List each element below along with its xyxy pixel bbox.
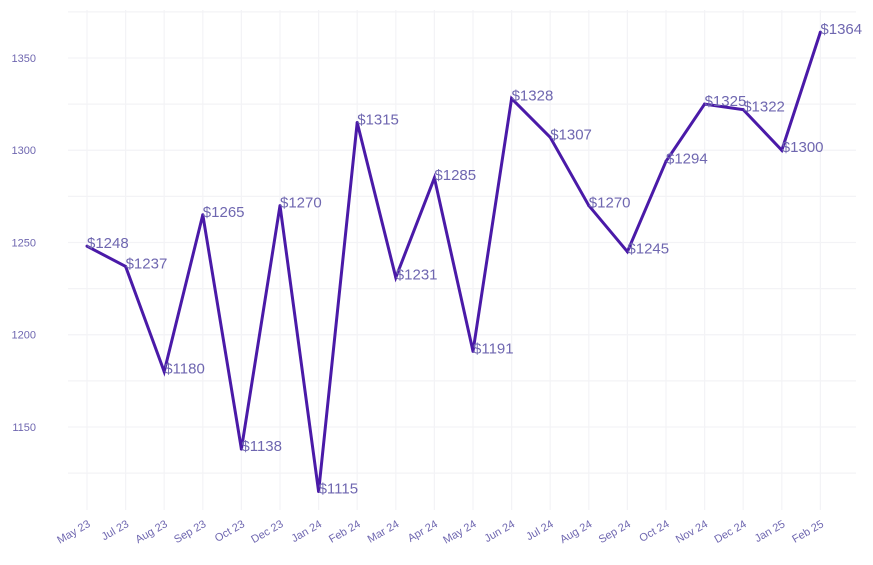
data-label: $1325 bbox=[705, 93, 747, 110]
x-tick-label: Aug 23 bbox=[133, 518, 169, 546]
data-point bbox=[201, 213, 205, 217]
x-tick-label: Oct 23 bbox=[213, 518, 247, 545]
data-point bbox=[818, 30, 822, 34]
data-point bbox=[85, 244, 89, 248]
data-point bbox=[625, 250, 629, 254]
y-tick-label: 1200 bbox=[12, 330, 36, 342]
x-tick-label: Dec 24 bbox=[713, 518, 749, 546]
y-tick-label: 1150 bbox=[12, 422, 36, 434]
data-point bbox=[278, 204, 282, 208]
x-tick-label: Jul 24 bbox=[524, 518, 555, 543]
data-label: $1138 bbox=[241, 438, 282, 455]
data-label: $1315 bbox=[357, 112, 399, 129]
x-tick-label: Dec 23 bbox=[249, 518, 285, 546]
data-label: $1364 bbox=[820, 21, 862, 38]
data-point bbox=[510, 97, 514, 101]
y-tick-label: 1300 bbox=[12, 145, 36, 157]
data-label: $1245 bbox=[627, 241, 669, 258]
series-line bbox=[86, 31, 822, 492]
data-labels: $1248 $1237 $1180 $1265 $1138 $1270 $1115 $1315… bbox=[87, 21, 862, 497]
data-point bbox=[703, 102, 707, 106]
x-tick-label: Apr 24 bbox=[406, 518, 440, 545]
data-label: $1270 bbox=[589, 195, 631, 212]
data-label: $1191 bbox=[473, 340, 514, 357]
x-tick-label: Jun 24 bbox=[482, 518, 517, 545]
data-label: $1300 bbox=[782, 139, 824, 156]
data-label: $1265 bbox=[203, 204, 245, 221]
data-label: $1294 bbox=[666, 150, 708, 167]
data-point bbox=[664, 159, 668, 163]
data-point bbox=[780, 148, 784, 152]
data-label: $1270 bbox=[280, 195, 322, 212]
data-label: $1307 bbox=[550, 126, 592, 143]
data-label: $1285 bbox=[434, 167, 476, 184]
x-tick-label: Feb 24 bbox=[327, 518, 363, 546]
x-tick-label: Aug 24 bbox=[558, 518, 594, 546]
data-label: $1322 bbox=[743, 99, 785, 116]
x-tick-label: Nov 24 bbox=[674, 518, 710, 546]
x-tick-label: May 24 bbox=[441, 518, 478, 546]
data-point bbox=[432, 176, 436, 180]
x-axis: May 23 Jul 23 Aug 23 Sep 23 Oct 23 Dec 23 Jan … bbox=[55, 518, 826, 546]
data-point bbox=[124, 264, 128, 268]
data-point bbox=[548, 135, 552, 139]
y-tick-label: 1350 bbox=[12, 53, 36, 65]
data-point bbox=[471, 349, 475, 353]
grid bbox=[68, 10, 856, 510]
x-tick-label: May 23 bbox=[55, 518, 92, 546]
data-label: $1231 bbox=[396, 267, 438, 284]
x-tick-label: Sep 23 bbox=[172, 518, 208, 546]
data-point bbox=[162, 370, 166, 374]
data-point bbox=[239, 447, 243, 451]
x-tick-label: Jul 23 bbox=[100, 518, 131, 543]
data-label: $1180 bbox=[164, 361, 205, 378]
data-point bbox=[317, 490, 321, 494]
data-label: $1248 bbox=[87, 235, 129, 252]
data-label: $1328 bbox=[512, 88, 554, 105]
data-point bbox=[587, 204, 591, 208]
x-tick-label: Jan 24 bbox=[289, 518, 324, 545]
y-axis: 1150 1200 1250 1300 1350 bbox=[12, 53, 36, 434]
data-point bbox=[741, 108, 745, 112]
x-tick-label: Sep 24 bbox=[597, 518, 633, 546]
data-label: $1237 bbox=[126, 255, 168, 272]
x-tick-label: Feb 25 bbox=[790, 518, 826, 546]
y-tick-label: 1250 bbox=[12, 237, 36, 249]
x-tick-label: Mar 24 bbox=[366, 518, 402, 546]
data-point bbox=[355, 121, 359, 125]
series bbox=[85, 30, 822, 494]
data-point bbox=[394, 276, 398, 280]
x-tick-label: Oct 24 bbox=[637, 518, 671, 545]
x-tick-label: Jan 25 bbox=[753, 518, 788, 545]
data-label: $1115 bbox=[319, 481, 359, 498]
